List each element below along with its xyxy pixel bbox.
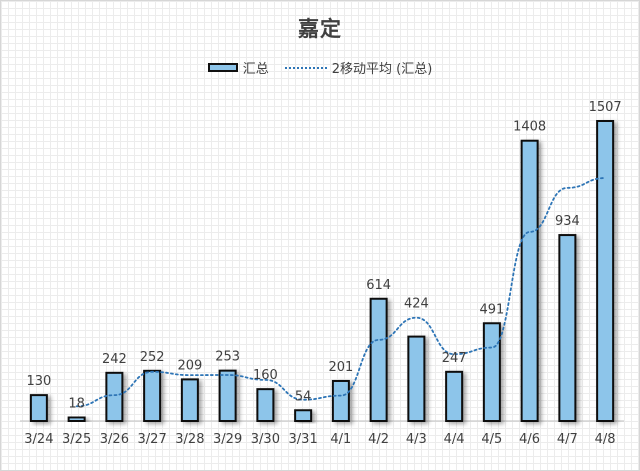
bar-4-2	[369, 297, 388, 423]
x-tick-label-3-28: 3/28	[175, 432, 204, 447]
legend-label-bar: 汇总	[242, 62, 269, 77]
x-tick-label-4-8: 4/8	[595, 432, 616, 447]
legend-swatch-line	[284, 66, 327, 69]
bar-4-1	[331, 379, 350, 422]
legend-item-line: 2移动平均 (汇总)	[284, 58, 433, 77]
bar-3-24	[29, 394, 48, 422]
data-label-4-6: 1408	[513, 120, 546, 135]
bar-3-27	[143, 369, 162, 422]
bar-4-7	[558, 234, 577, 422]
bar-3-26	[105, 371, 124, 423]
bar-4-3	[407, 335, 426, 423]
data-label-4-4: 247	[442, 351, 467, 366]
data-label-3-29: 253	[215, 350, 240, 365]
x-tick-label-4-3: 4/3	[406, 432, 427, 447]
legend: 汇总 2移动平均 (汇总)	[1, 58, 639, 77]
data-label-3-28: 209	[177, 358, 202, 373]
bar-4-4	[445, 370, 464, 423]
bar-4-6	[520, 139, 539, 422]
data-label-4-2: 614	[366, 278, 391, 293]
bar-3-30	[256, 388, 275, 423]
legend-item-bar: 汇总	[207, 58, 269, 77]
x-tick-label-3-31: 3/31	[289, 432, 318, 447]
bar-4-8	[596, 120, 615, 422]
data-label-3-24: 130	[26, 374, 51, 389]
legend-label-line: 2移动平均 (汇总)	[331, 62, 433, 77]
x-tick-label-3-29: 3/29	[213, 432, 242, 447]
data-label-3-25: 18	[68, 396, 85, 411]
x-tick-label-4-2: 4/2	[368, 432, 389, 447]
chart-title: 嘉定	[298, 17, 342, 41]
data-label-4-7: 934	[555, 214, 580, 229]
bar-4-5	[482, 322, 501, 422]
data-label-3-26: 242	[102, 352, 127, 367]
bar-3-29	[218, 369, 237, 423]
data-label-3-30: 160	[253, 368, 278, 383]
line-label-4-3: 424	[404, 297, 429, 312]
x-tick-label-3-25: 3/25	[62, 432, 91, 447]
moving-average-line	[75, 177, 607, 408]
data-label-4-8: 1507	[589, 100, 622, 115]
x-tick-label-3-26: 3/26	[100, 432, 129, 447]
data-label-3-31: 54	[295, 389, 312, 404]
x-tick-label-3-24: 3/24	[24, 432, 53, 447]
data-label-4-1: 201	[328, 360, 353, 375]
bar-3-28	[180, 378, 199, 423]
x-tick-label-3-30: 3/30	[251, 432, 280, 447]
data-label-3-27: 252	[140, 350, 165, 365]
x-tick-label-4-1: 4/1	[330, 432, 351, 447]
bar-3-31	[294, 409, 313, 422]
x-tick-label-4-5: 4/5	[481, 432, 502, 447]
bar-3-25	[67, 416, 86, 422]
x-tick-label-4-4: 4/4	[444, 432, 465, 447]
x-tick-label-3-27: 3/27	[138, 432, 167, 447]
legend-swatch-bar	[207, 63, 238, 72]
data-label-4-5: 491	[479, 302, 504, 317]
x-tick-label-4-6: 4/6	[519, 432, 540, 447]
x-tick-label-4-7: 4/7	[557, 432, 578, 447]
